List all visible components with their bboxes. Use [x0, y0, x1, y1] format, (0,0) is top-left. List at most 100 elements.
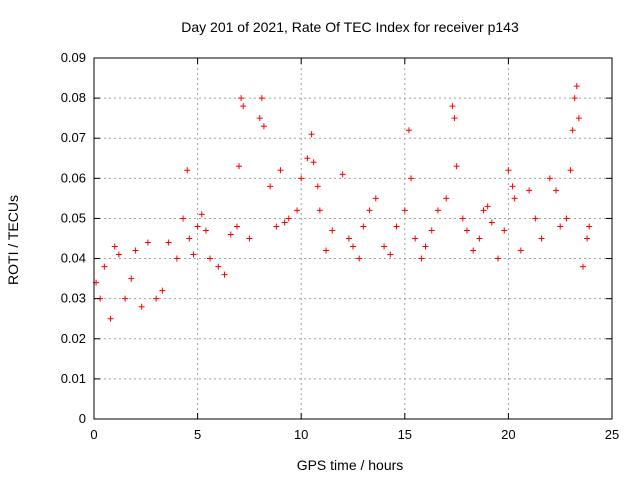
x-tick-label: 15 — [398, 427, 412, 442]
data-point — [308, 131, 315, 138]
data-point — [190, 251, 197, 258]
data-point — [101, 263, 108, 270]
y-tick-label: 0.07 — [61, 130, 86, 145]
data-point — [233, 223, 240, 230]
x-tick-label: 10 — [294, 427, 308, 442]
data-point — [207, 255, 214, 262]
data-point — [575, 115, 582, 122]
data-point — [428, 227, 435, 234]
data-point — [238, 95, 245, 102]
data-point — [412, 235, 419, 242]
data-point — [480, 207, 487, 214]
plot-frame — [93, 57, 613, 420]
data-point — [418, 255, 425, 262]
data-point — [198, 211, 205, 218]
data-point — [173, 255, 180, 262]
y-tick-label: 0.06 — [61, 170, 86, 185]
data-point — [476, 235, 483, 242]
data-point — [304, 155, 311, 162]
data-point — [501, 227, 508, 234]
y-tick-label: 0.05 — [61, 210, 86, 225]
data-point — [511, 195, 518, 202]
data-point — [569, 127, 576, 134]
data-point — [470, 247, 477, 254]
data-point — [372, 195, 379, 202]
data-point — [122, 295, 129, 302]
data-point — [360, 223, 367, 230]
data-point — [221, 271, 228, 278]
data-point — [202, 227, 209, 234]
data-point — [579, 263, 586, 270]
data-point — [553, 187, 560, 194]
data-points — [93, 83, 593, 322]
data-point — [186, 235, 193, 242]
data-point — [144, 239, 151, 246]
data-point — [356, 255, 363, 262]
data-point — [111, 243, 118, 250]
data-point — [451, 115, 458, 122]
data-point — [505, 167, 512, 174]
data-point — [310, 159, 317, 166]
data-point — [128, 275, 135, 282]
x-axis-label: GPS time / hours — [297, 457, 404, 473]
data-point — [329, 227, 336, 234]
data-point — [159, 287, 166, 294]
data-point — [314, 183, 321, 190]
y-tick-label: 0.04 — [61, 251, 86, 266]
data-point — [180, 215, 187, 222]
data-point — [298, 175, 305, 182]
data-point — [526, 187, 533, 194]
y-tick-label: 0.08 — [61, 90, 86, 105]
data-point — [443, 195, 450, 202]
data-point — [339, 171, 346, 178]
data-point — [273, 223, 280, 230]
data-point — [538, 235, 545, 242]
data-point — [463, 227, 470, 234]
data-point — [227, 231, 234, 238]
y-axis-label: ROTI / TECUs — [5, 195, 21, 285]
data-point — [422, 243, 429, 250]
data-point — [215, 263, 222, 270]
data-point — [194, 223, 201, 230]
data-point — [408, 175, 415, 182]
data-point — [281, 219, 288, 226]
data-point — [350, 243, 356, 250]
data-point — [573, 83, 580, 90]
data-point — [401, 207, 408, 214]
data-point — [586, 223, 593, 230]
data-point — [236, 163, 243, 170]
data-point — [267, 183, 274, 190]
data-point — [488, 219, 495, 226]
data-point — [246, 235, 253, 242]
data-point — [495, 255, 502, 262]
data-point — [258, 95, 265, 102]
y-tick-label: 0.02 — [61, 331, 86, 346]
data-point — [366, 207, 373, 214]
y-tick-label: 0.01 — [61, 371, 86, 386]
data-point — [294, 207, 301, 214]
data-point — [115, 251, 122, 258]
data-point — [567, 167, 574, 174]
data-point — [381, 243, 388, 250]
data-point — [453, 163, 460, 170]
data-point — [434, 207, 441, 214]
x-tick-label: 20 — [501, 427, 515, 442]
axis-ticks: 0 0.01 0.02 0.03 0.04 0.05 0.06 0.07 0.08 0.09 0 5 1… — [61, 50, 620, 442]
chart-title: Day 201 of 2021, Rate Of TEC Index for r… — [181, 19, 519, 35]
data-point — [563, 215, 570, 222]
data-point — [153, 295, 160, 302]
x-tick-label: 25 — [605, 427, 619, 442]
x-tick-label: 0 — [90, 427, 97, 442]
data-point — [393, 223, 400, 230]
data-point — [405, 127, 412, 134]
data-point — [240, 103, 247, 110]
data-point — [484, 203, 491, 210]
y-tick-label: 0 — [79, 411, 86, 426]
y-tick-label: 0.03 — [61, 291, 86, 306]
data-point — [256, 115, 263, 122]
data-point — [557, 223, 564, 230]
data-point — [107, 315, 114, 322]
data-point — [517, 247, 524, 254]
data-point — [323, 247, 330, 254]
